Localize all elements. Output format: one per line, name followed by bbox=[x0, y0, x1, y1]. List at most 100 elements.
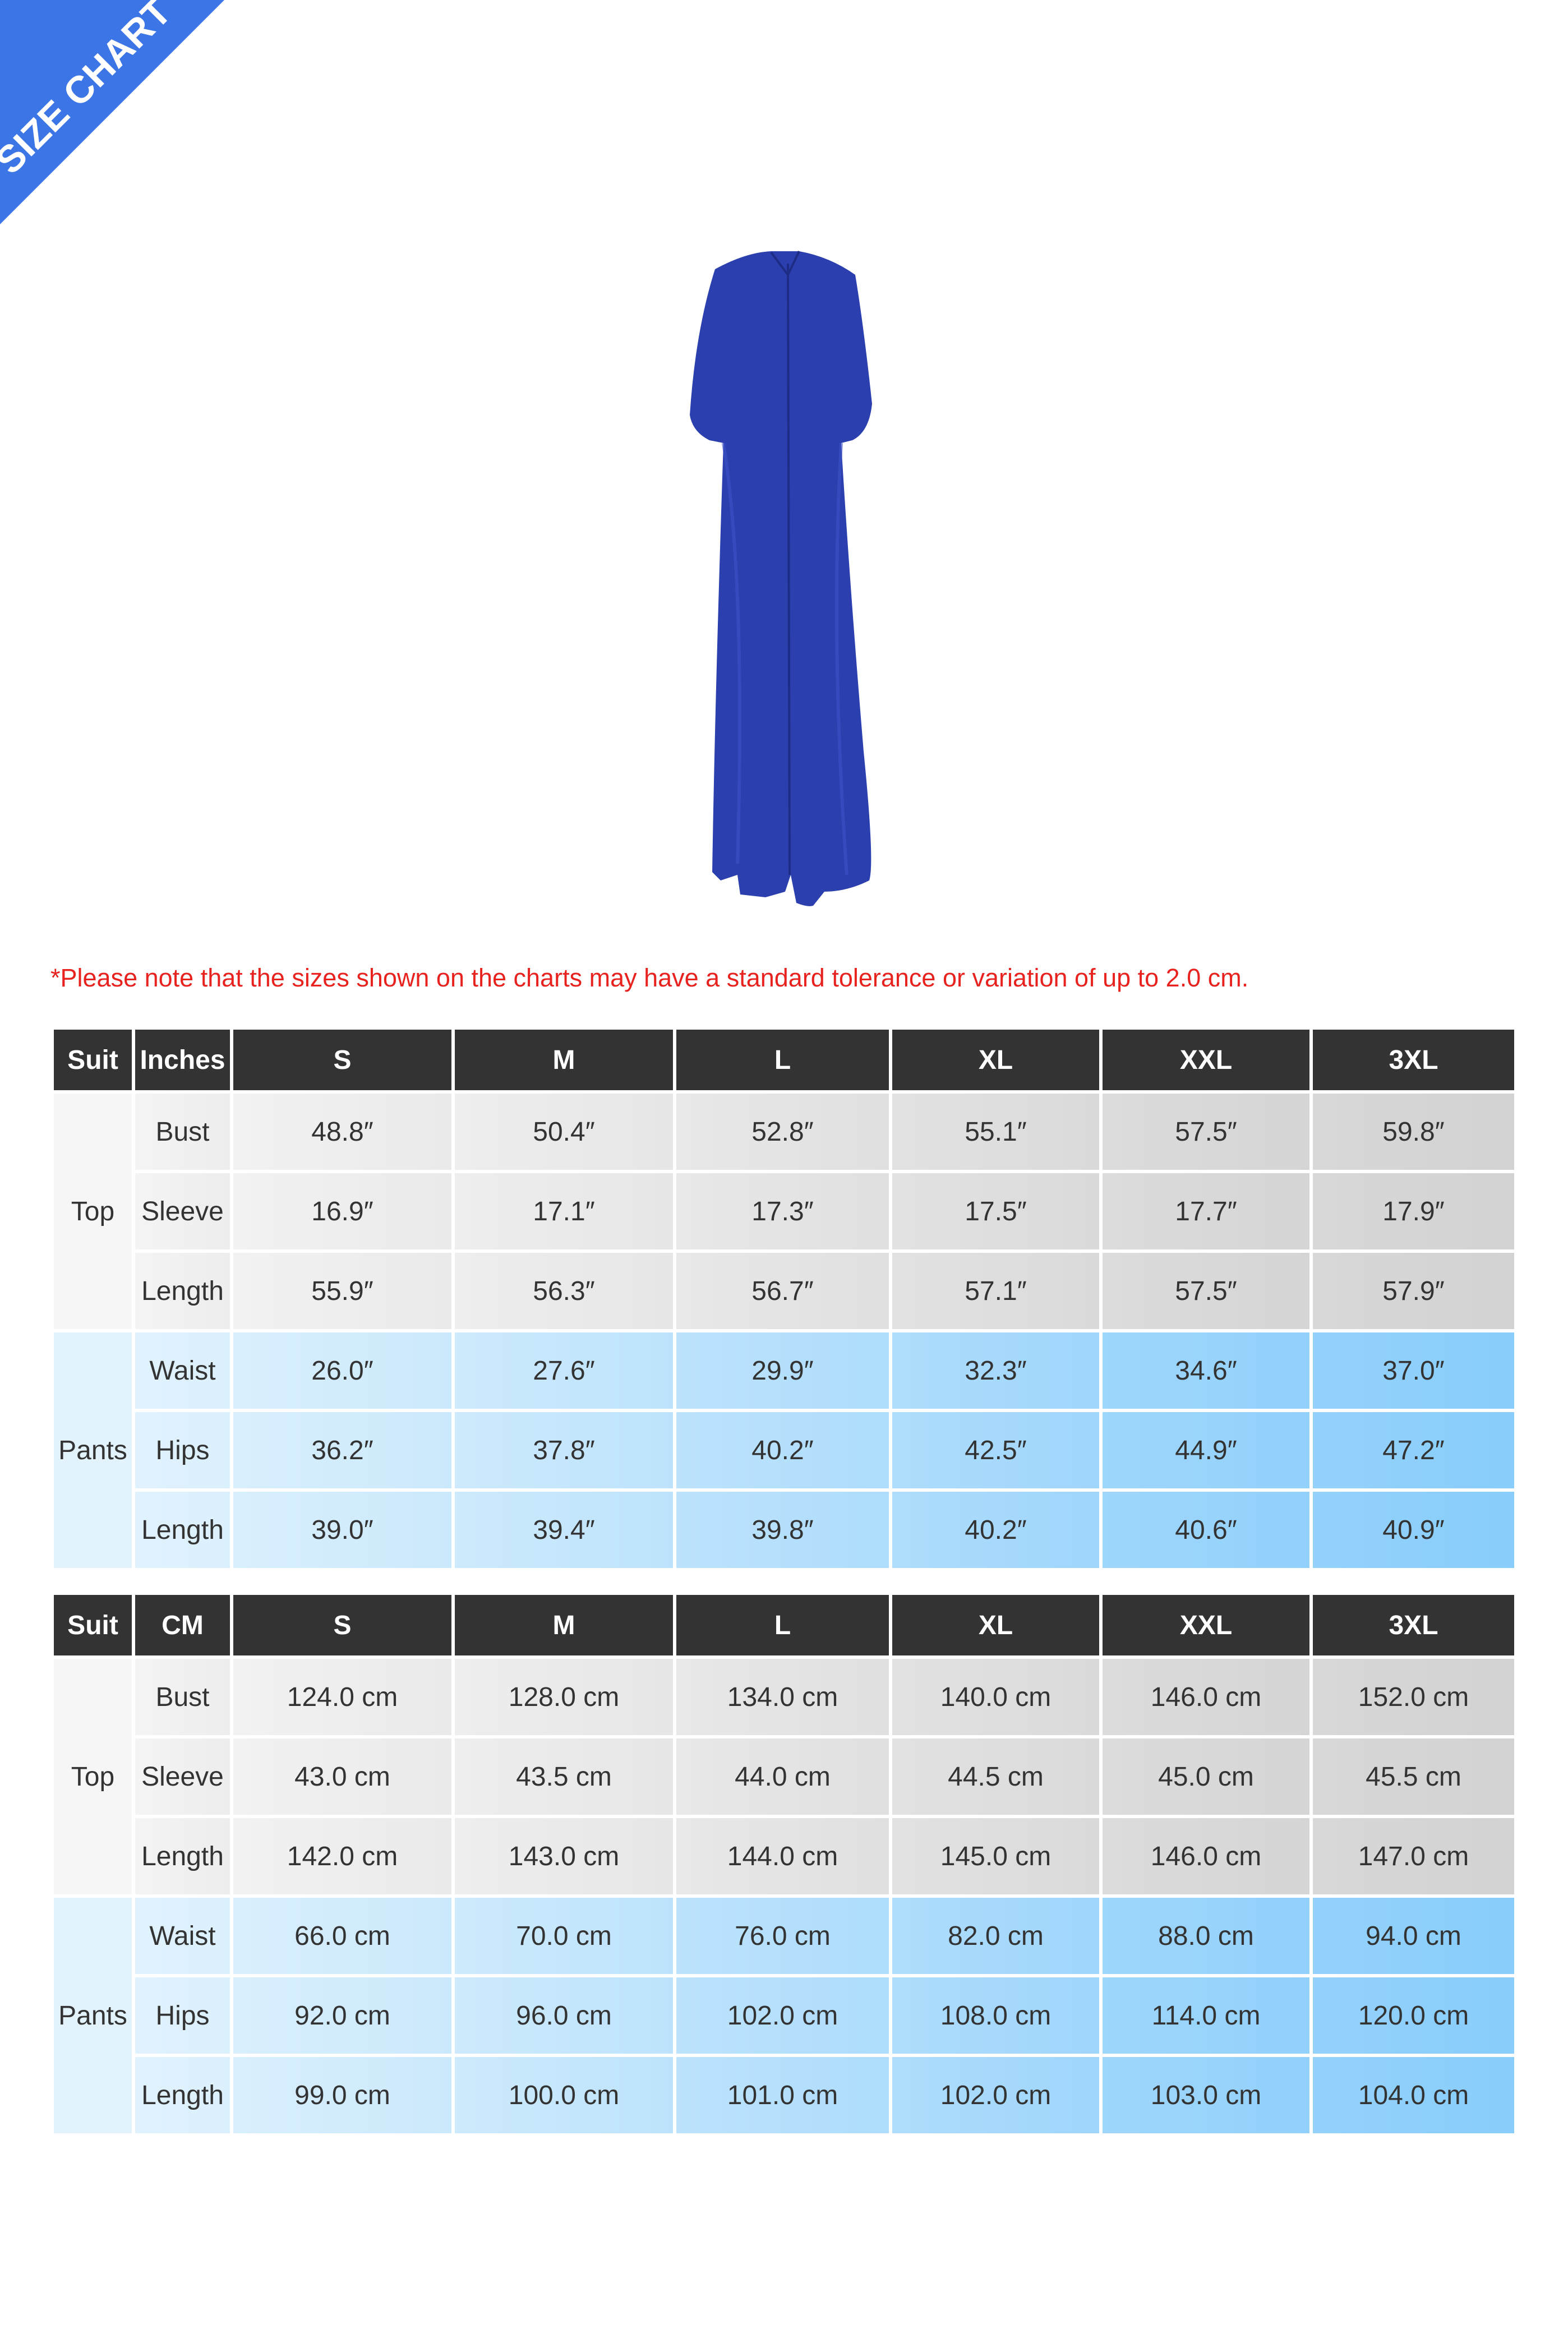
size-value: 44.9″ bbox=[1099, 1409, 1313, 1492]
size-value: 152.0 cm bbox=[1309, 1655, 1518, 1738]
size-value: 17.3″ bbox=[673, 1170, 892, 1253]
group-label: Top bbox=[50, 1655, 135, 1898]
size-value: 140.0 cm bbox=[889, 1655, 1103, 1738]
size-value: 57.5″ bbox=[1099, 1090, 1313, 1173]
table-row: Hips 36.2″ 37.8″ 40.2″ 42.5″ 44.9″ 47.2″ bbox=[52, 1409, 1518, 1492]
size-value: 99.0 cm bbox=[230, 2054, 455, 2137]
size-value: 57.5″ bbox=[1099, 1249, 1313, 1332]
size-value: 50.4″ bbox=[451, 1090, 676, 1173]
column-header: CM bbox=[132, 1592, 233, 1659]
size-value: 37.0″ bbox=[1309, 1329, 1518, 1412]
size-value: 17.9″ bbox=[1309, 1170, 1518, 1253]
size-value: 70.0 cm bbox=[451, 1894, 676, 1977]
size-value: 44.0 cm bbox=[673, 1735, 892, 1818]
size-value: 16.9″ bbox=[230, 1170, 455, 1253]
size-value: 40.9″ bbox=[1309, 1488, 1518, 1571]
size-value: 43.5 cm bbox=[451, 1735, 676, 1818]
size-value: 57.9″ bbox=[1309, 1249, 1518, 1332]
size-value: 55.9″ bbox=[230, 1249, 455, 1332]
size-value: 124.0 cm bbox=[230, 1655, 455, 1738]
column-header: S bbox=[230, 1592, 455, 1659]
size-chart-banner: SIZE CHART bbox=[0, 0, 224, 224]
table-row: Length 142.0 cm 143.0 cm 144.0 cm 145.0 cm 14… bbox=[52, 1815, 1518, 1898]
table-row: Hips 92.0 cm 96.0 cm 102.0 cm 108.0 cm 114.0 … bbox=[52, 1974, 1518, 2057]
size-value: 39.0″ bbox=[230, 1488, 455, 1571]
size-value: 17.7″ bbox=[1099, 1170, 1313, 1253]
size-value: 56.3″ bbox=[451, 1249, 676, 1332]
table-row: Length 99.0 cm 100.0 cm 101.0 cm 102.0 cm 103… bbox=[52, 2054, 1518, 2137]
size-value: 43.0 cm bbox=[230, 1735, 455, 1818]
size-value: 92.0 cm bbox=[230, 1974, 455, 2057]
table-row: Sleeve 43.0 cm 43.5 cm 44.0 cm 44.5 cm 45.0 c… bbox=[52, 1735, 1518, 1818]
column-header: Inches bbox=[132, 1026, 233, 1094]
column-header: XL bbox=[889, 1592, 1103, 1659]
table-row: Top Bust 124.0 cm 128.0 cm 134.0 cm 140.0 cm 1… bbox=[50, 1655, 1518, 1898]
size-value: 42.5″ bbox=[889, 1409, 1103, 1492]
size-value: 27.6″ bbox=[451, 1329, 676, 1412]
size-value: 128.0 cm bbox=[451, 1655, 676, 1738]
measurement-label: Length bbox=[132, 1249, 233, 1332]
table-row: Length 39.0″ 39.4″ 39.8″ 40.2″ 40.6″ 40.9″ bbox=[52, 1488, 1518, 1571]
measurement-label: Hips bbox=[132, 1974, 233, 2057]
group-label: Pants bbox=[50, 1329, 135, 1571]
column-header: L bbox=[673, 1592, 892, 1659]
size-value: 17.1″ bbox=[451, 1170, 676, 1253]
size-value: 145.0 cm bbox=[889, 1815, 1103, 1898]
size-value: 48.8″ bbox=[230, 1090, 455, 1173]
column-header: XXL bbox=[1099, 1592, 1313, 1659]
size-value: 144.0 cm bbox=[673, 1815, 892, 1898]
measurement-label: Length bbox=[132, 1815, 233, 1898]
size-value: 40.2″ bbox=[673, 1409, 892, 1492]
group-label: Top bbox=[50, 1090, 135, 1332]
size-value: 88.0 cm bbox=[1099, 1894, 1313, 1977]
size-value: 102.0 cm bbox=[889, 2054, 1103, 2137]
column-header: M bbox=[451, 1592, 676, 1659]
size-value: 40.2″ bbox=[889, 1488, 1103, 1571]
column-header: XXL bbox=[1099, 1026, 1313, 1094]
column-header: 3XL bbox=[1309, 1592, 1518, 1659]
header-row: Suit Inches S M L XL XXL 3XL bbox=[50, 1026, 1518, 1094]
table-row: Pants Waist 66.0 cm 70.0 cm 76.0 cm 82.0 cm 88… bbox=[50, 1894, 1518, 2137]
size-value: 82.0 cm bbox=[889, 1894, 1103, 1977]
measurement-label: Waist bbox=[132, 1894, 233, 1977]
size-value: 96.0 cm bbox=[451, 1974, 676, 2057]
size-value: 26.0″ bbox=[230, 1329, 455, 1412]
measurement-label: Length bbox=[132, 2054, 233, 2137]
column-header: M bbox=[451, 1026, 676, 1094]
size-value: 103.0 cm bbox=[1099, 2054, 1313, 2137]
measurement-label: Sleeve bbox=[132, 1170, 233, 1253]
table-row: Pants Waist 26.0″ 27.6″ 29.9″ 32.3″ 34.6″ 37.0″ bbox=[50, 1329, 1518, 1571]
measurement-label: Bust bbox=[132, 1655, 233, 1738]
size-value: 146.0 cm bbox=[1099, 1655, 1313, 1738]
size-value: 39.4″ bbox=[451, 1488, 676, 1571]
product-image-dress bbox=[690, 251, 872, 906]
size-value: 34.6″ bbox=[1099, 1329, 1313, 1412]
table-row: Sleeve 16.9″ 17.1″ 17.3″ 17.5″ 17.7″ 17.9″ bbox=[52, 1170, 1518, 1253]
table-row: Top Bust 48.8″ 50.4″ 52.8″ 55.1″ 57.5″ 59.8″ bbox=[50, 1090, 1518, 1332]
size-value: 142.0 cm bbox=[230, 1815, 455, 1898]
column-header: S bbox=[230, 1026, 455, 1094]
size-value: 52.8″ bbox=[673, 1090, 892, 1173]
measurement-label: Waist bbox=[132, 1329, 233, 1412]
size-value: 39.8″ bbox=[673, 1488, 892, 1571]
size-value: 45.0 cm bbox=[1099, 1735, 1313, 1818]
column-header: Suit bbox=[50, 1592, 135, 1659]
size-value: 36.2″ bbox=[230, 1409, 455, 1492]
size-value: 100.0 cm bbox=[451, 2054, 676, 2137]
size-value: 76.0 cm bbox=[673, 1894, 892, 1977]
size-table-cm: Suit CM S M L XL XXL 3XL Top Bust 124.0 cm 128.0 cm… bbox=[50, 1592, 1518, 2137]
size-value: 17.5″ bbox=[889, 1170, 1103, 1253]
size-value: 37.8″ bbox=[451, 1409, 676, 1492]
header-row: Suit CM S M L XL XXL 3XL bbox=[50, 1592, 1518, 1659]
measurement-label: Length bbox=[132, 1488, 233, 1571]
size-value: 59.8″ bbox=[1309, 1090, 1518, 1173]
size-value: 44.5 cm bbox=[889, 1735, 1103, 1818]
column-header: Suit bbox=[50, 1026, 135, 1094]
size-value: 66.0 cm bbox=[230, 1894, 455, 1977]
group-label: Pants bbox=[50, 1894, 135, 2137]
measurement-label: Sleeve bbox=[132, 1735, 233, 1818]
measurement-label: Bust bbox=[132, 1090, 233, 1173]
size-value: 147.0 cm bbox=[1309, 1815, 1518, 1898]
size-table-inches: Suit Inches S M L XL XXL 3XL Top Bust 48.8″ 50.4″ 52… bbox=[50, 1026, 1518, 1571]
size-value: 40.6″ bbox=[1099, 1488, 1313, 1571]
